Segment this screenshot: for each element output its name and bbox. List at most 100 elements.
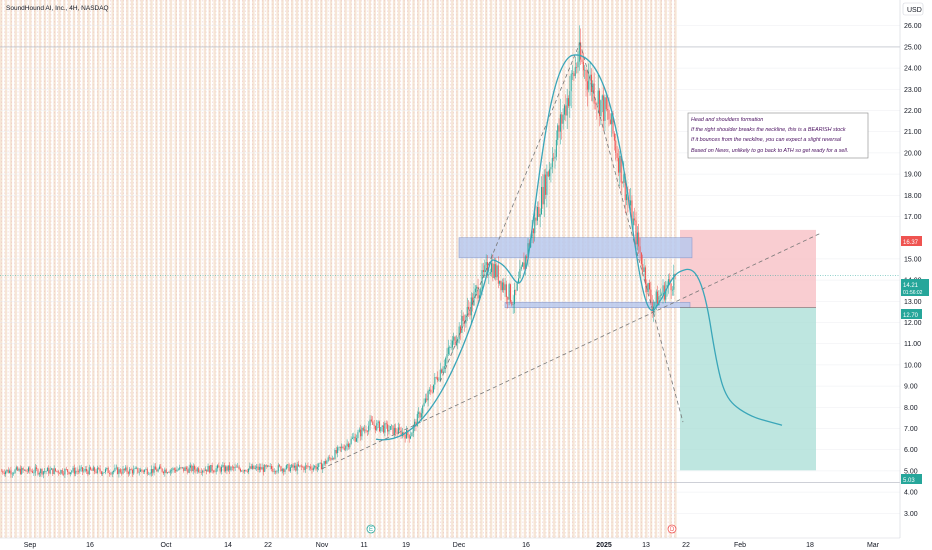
stop-loss-zone[interactable] <box>680 229 816 308</box>
projection-curve[interactable] <box>375 54 783 441</box>
horizontal-gridlines <box>0 25 900 514</box>
candle-body <box>569 91 571 106</box>
candle-body <box>107 467 109 473</box>
candle-body <box>636 232 638 245</box>
candle-body <box>617 157 619 173</box>
candle-body <box>397 427 399 434</box>
candle-body <box>345 446 347 450</box>
candle-body <box>400 429 402 437</box>
candle-body <box>63 473 65 475</box>
candle-body <box>395 427 397 433</box>
candle-body <box>532 228 534 234</box>
candle-body <box>461 315 463 333</box>
uptrend-line[interactable] <box>439 42 581 383</box>
session-stripe <box>203 0 207 538</box>
candle-body <box>551 157 553 168</box>
session-stripe <box>266 0 270 538</box>
candle-body <box>562 114 564 124</box>
candle-body <box>366 431 368 432</box>
candle-body <box>307 465 309 468</box>
candle-body <box>580 42 582 60</box>
candle-body <box>306 465 308 467</box>
candle-body <box>455 342 457 346</box>
candle-body <box>411 432 413 437</box>
candle-body <box>244 470 245 472</box>
candle-body <box>509 284 511 302</box>
candle-body <box>146 469 148 475</box>
candle-body <box>465 315 467 324</box>
neckline-support-band[interactable] <box>504 302 691 308</box>
session-stripe <box>577 0 580 538</box>
downtrend-line[interactable] <box>579 42 684 423</box>
candle-body <box>644 267 646 285</box>
session-stripe <box>237 0 240 538</box>
candle-body <box>144 469 146 472</box>
annotation-note[interactable]: Head and shoulders formation If the righ… <box>687 112 869 159</box>
session-stripe <box>179 0 182 538</box>
candle-body <box>549 169 551 177</box>
candle-body <box>308 466 310 468</box>
candle-body <box>102 472 104 474</box>
candle-body <box>505 284 507 298</box>
candle-body <box>612 113 614 134</box>
candle-body <box>462 315 464 321</box>
candle-body <box>424 398 426 403</box>
time-tick-label: Mar <box>867 542 880 549</box>
candle-body <box>457 339 459 343</box>
candle-body <box>406 429 407 439</box>
candle-body <box>337 447 339 453</box>
candle-body <box>164 469 166 474</box>
candle-body <box>191 465 193 472</box>
candle-body <box>138 471 140 473</box>
candle-body <box>225 466 227 472</box>
candle-body <box>235 466 237 468</box>
stop-price-tag: 16.37 <box>901 236 922 246</box>
candle-body <box>626 194 628 201</box>
candle-body <box>279 465 281 467</box>
candle-body <box>55 468 56 471</box>
session-stripe <box>48 0 51 538</box>
candle-body <box>466 306 468 316</box>
candle-body <box>226 466 228 471</box>
price-tick-label: 3.00 <box>904 511 918 518</box>
neckline-trendline[interactable] <box>321 233 821 470</box>
session-stripe <box>528 0 532 538</box>
candle-body <box>99 468 101 472</box>
profit-target-zone[interactable] <box>680 307 816 471</box>
candle-body <box>555 139 557 157</box>
candle-body <box>80 467 82 469</box>
candle-body <box>499 280 501 284</box>
candle-body <box>52 468 54 474</box>
candle-body <box>603 95 605 121</box>
candle-body <box>180 467 182 468</box>
dividend-marker[interactable]: D <box>667 524 677 534</box>
shoulder-resistance-band[interactable] <box>458 237 693 259</box>
candle-body <box>246 471 248 472</box>
candle-body <box>149 473 151 475</box>
candle-body <box>488 274 490 276</box>
candle-body <box>655 291 657 303</box>
candle-body <box>303 466 305 470</box>
candle-body <box>316 467 318 470</box>
candle-body <box>431 392 433 393</box>
candle-body <box>333 458 335 460</box>
price-tick-label: 26.00 <box>904 23 922 30</box>
earnings-marker[interactable]: E <box>366 524 376 534</box>
time-tick-label: 16 <box>86 542 94 549</box>
candle-body <box>3 472 5 474</box>
session-stripe <box>509 0 512 538</box>
session-stripe <box>329 0 333 538</box>
session-stripe <box>344 0 347 538</box>
candle-body <box>604 97 606 121</box>
session-stripe <box>232 0 236 538</box>
candle-body <box>427 390 429 401</box>
session-stripe <box>645 0 648 538</box>
candle-body <box>40 469 42 473</box>
candle-body <box>360 429 362 437</box>
candle-body <box>428 389 430 391</box>
candle-body <box>358 429 360 433</box>
price-tick-label: 8.00 <box>904 405 918 412</box>
currency-button[interactable] <box>902 2 924 16</box>
candle-body <box>380 427 382 432</box>
